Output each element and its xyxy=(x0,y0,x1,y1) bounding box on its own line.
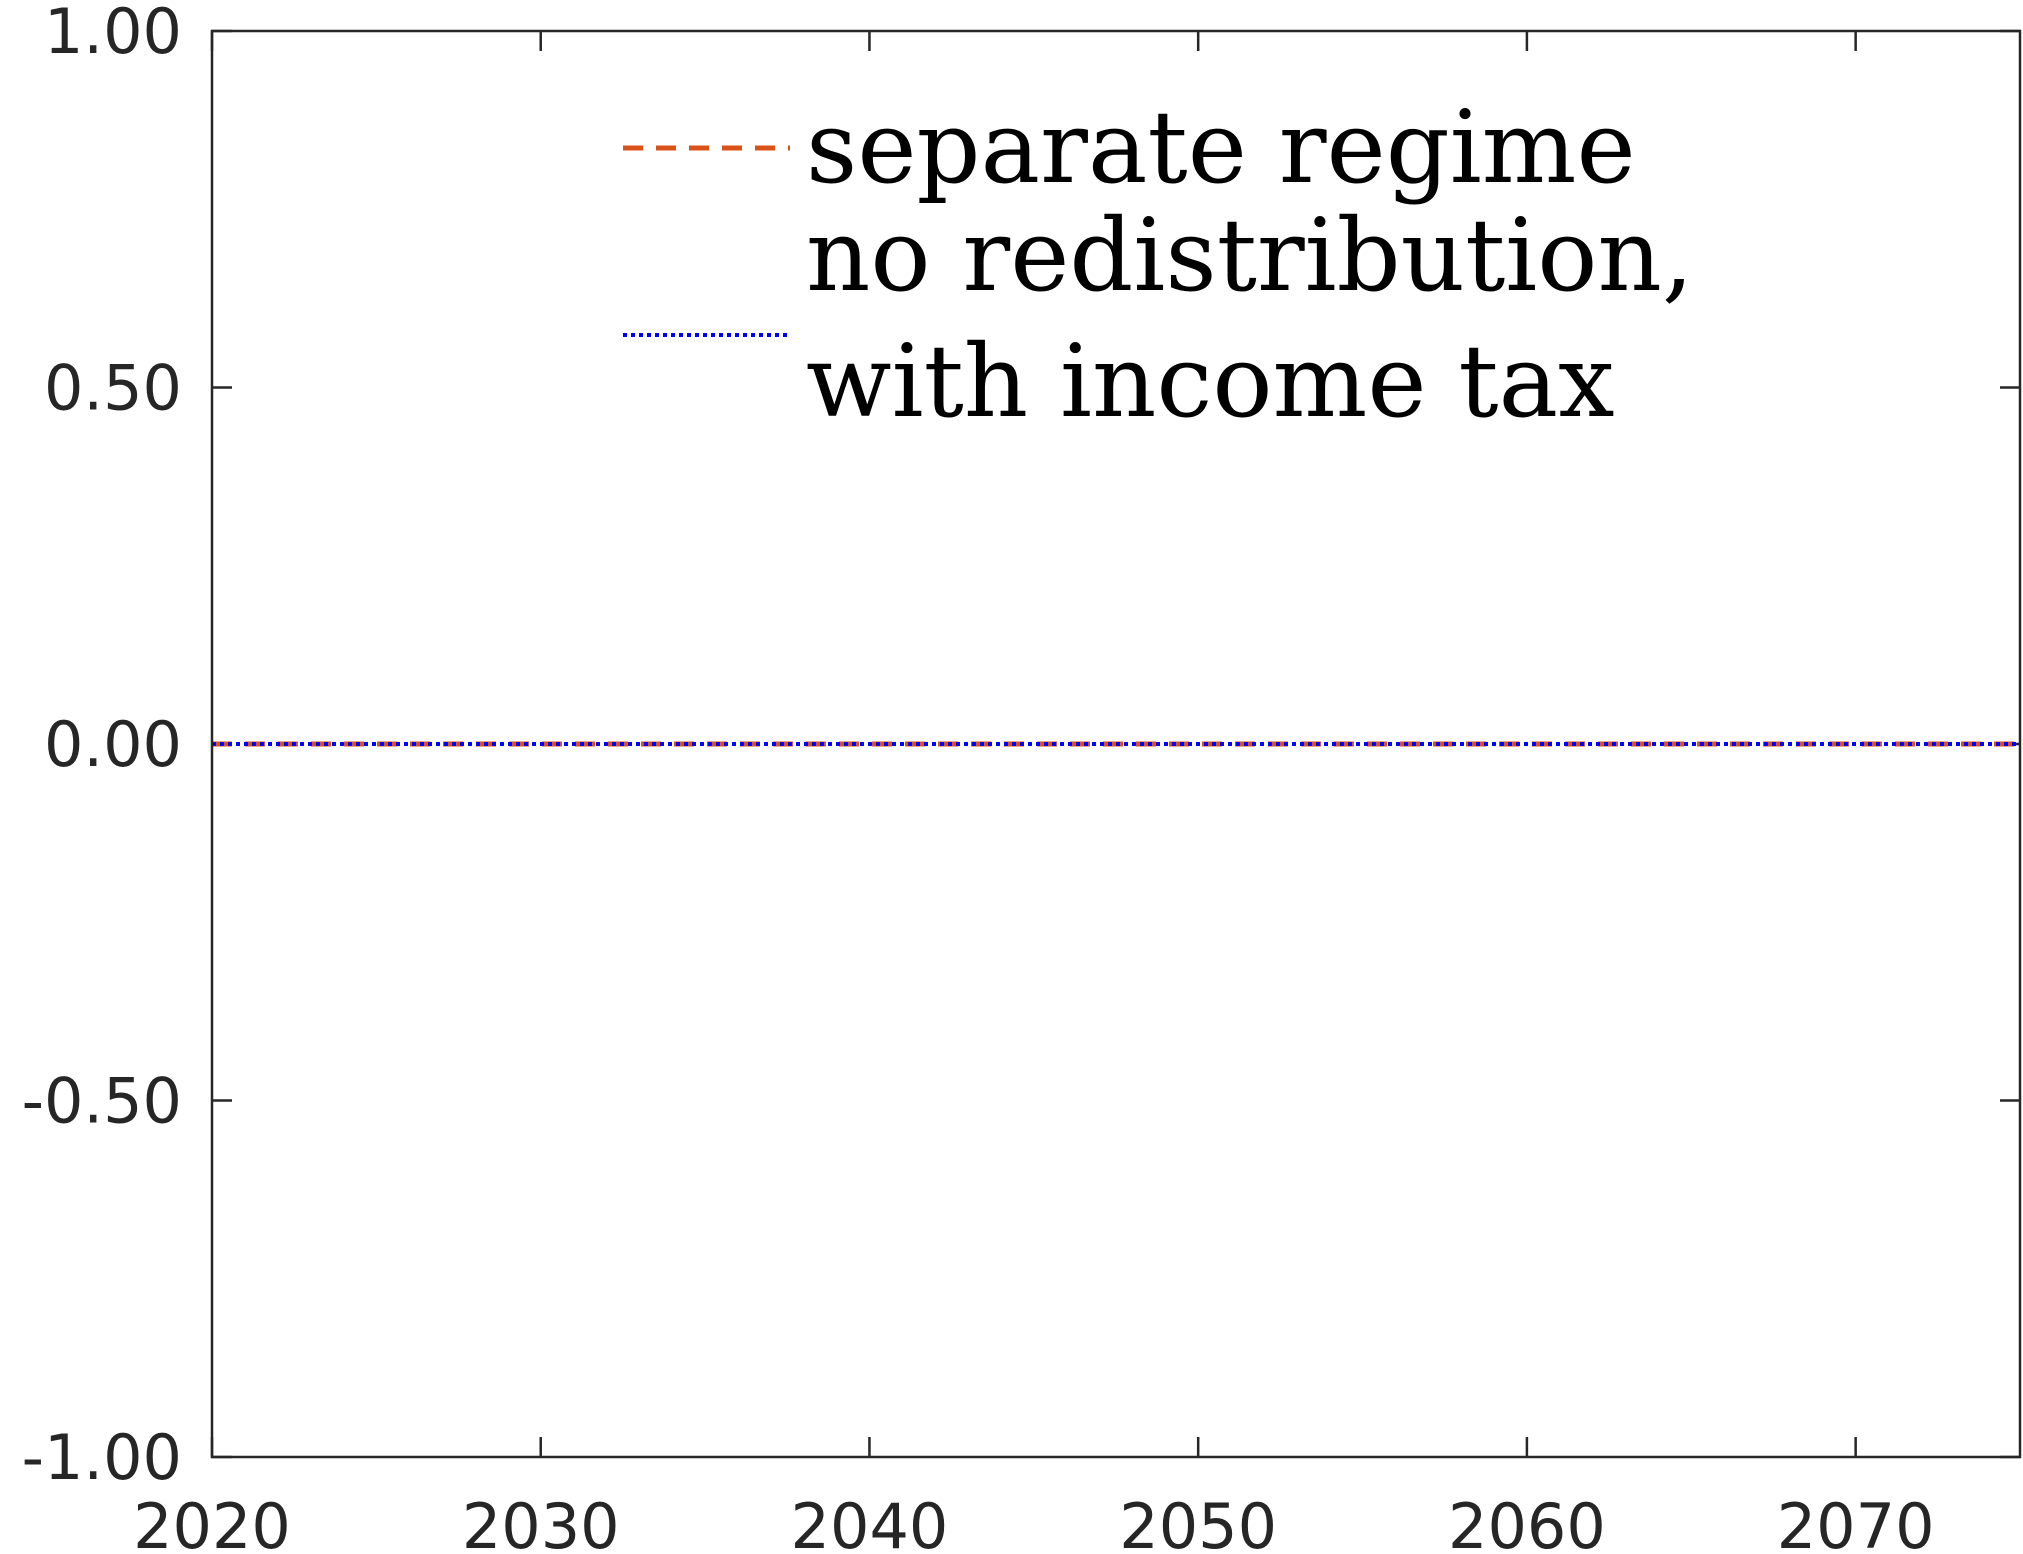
x-tick-label: 2020 xyxy=(133,1490,291,1554)
x-tick-label: 2040 xyxy=(791,1490,949,1554)
x-tick-label: 2030 xyxy=(462,1490,620,1554)
x-axis-ticks: 2020 2030 2040 2050 2060 2070 xyxy=(133,31,1935,1554)
legend-label-separate-regime: separate regime xyxy=(806,89,1636,206)
legend: separate regime no redistribution, with … xyxy=(623,89,1694,440)
y-tick-label: 0.50 xyxy=(44,352,182,425)
legend-label-no-redistribution-line2: with income tax xyxy=(806,323,1615,440)
legend-label-no-redistribution-line1: no redistribution, xyxy=(806,197,1694,314)
y-tick-label: 1.00 xyxy=(44,0,182,68)
plot-area-frame xyxy=(210,29,2022,1459)
y-axis-ticks: -1.00 -0.50 0.00 0.50 1.00 xyxy=(22,0,2020,1494)
y-tick-label: -1.00 xyxy=(22,1421,182,1494)
x-tick-label: 2050 xyxy=(1119,1490,1277,1554)
x-tick-label: 2060 xyxy=(1448,1490,1606,1554)
y-tick-label: 0.00 xyxy=(44,708,182,781)
x-tick-label: 2070 xyxy=(1777,1490,1935,1554)
y-tick-label: -0.50 xyxy=(22,1065,182,1138)
